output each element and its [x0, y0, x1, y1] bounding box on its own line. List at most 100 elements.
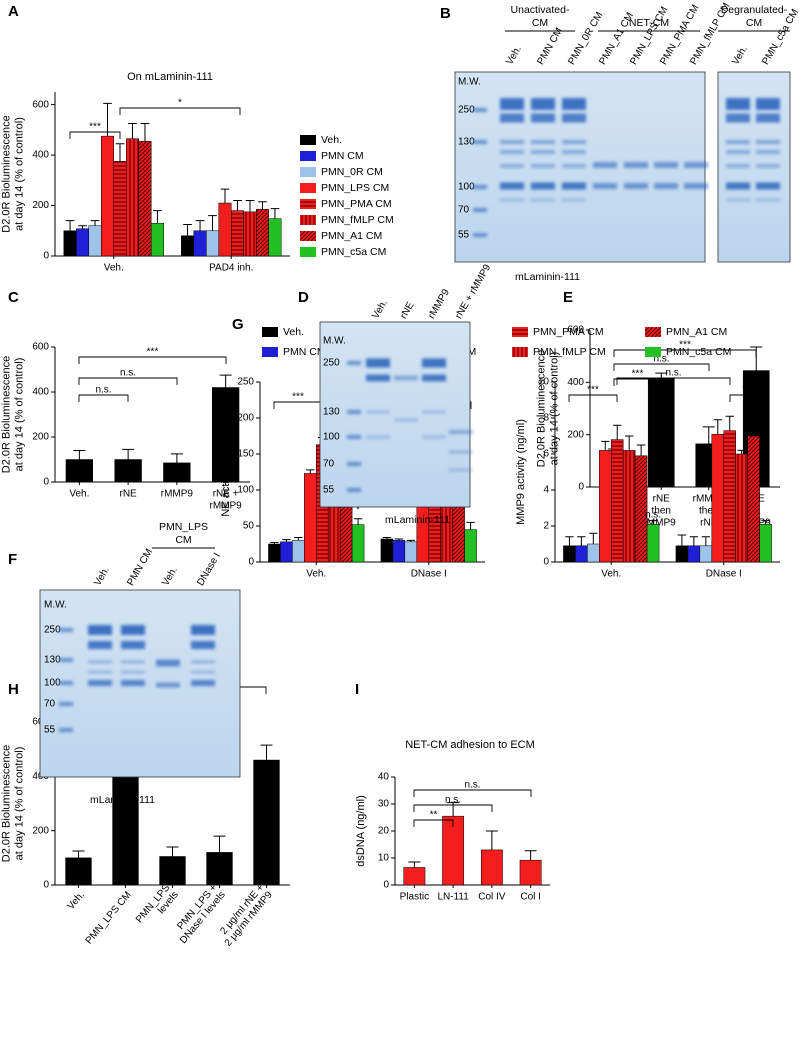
error-bar: [408, 861, 421, 868]
legend-swatch: [262, 327, 278, 337]
bar: [101, 135, 114, 257]
error-bar: [689, 536, 699, 546]
y-tick-label: 2: [543, 521, 549, 532]
lane-label: Veh.: [370, 298, 390, 321]
bar: [403, 867, 426, 886]
marker-label: 70: [44, 699, 56, 710]
gel-band: [562, 150, 586, 154]
marker-label: 55: [458, 230, 470, 241]
significance-bracket: [613, 378, 662, 386]
error-bar: [737, 449, 746, 454]
bar: [206, 852, 233, 886]
gel-band: [366, 410, 390, 414]
x-tick-label-group: PMN_LPS +DNase I levels: [175, 882, 227, 946]
marker-label: 100: [44, 678, 61, 689]
lane-label: DNase I: [195, 551, 223, 588]
error-bar: [466, 521, 475, 530]
gel-band: [422, 358, 446, 368]
ladder-band: [347, 488, 361, 492]
x-tick-label: DNase I: [706, 569, 742, 580]
panel-letter: B: [440, 5, 451, 22]
gel-band: [562, 164, 586, 168]
gel-band: [422, 410, 446, 414]
y-axis-label: D2.0R Bioluminescence: [0, 745, 12, 862]
ladder-band: [59, 681, 73, 685]
gel-header: CM: [532, 17, 548, 29]
ladder-band: [347, 410, 361, 414]
marker-label: 130: [323, 407, 340, 418]
x-tick-label: MMP9: [647, 518, 676, 529]
ladder-band: [473, 140, 487, 144]
y-tick-label: 4: [543, 485, 549, 496]
ladder-band: [347, 462, 361, 466]
error-bar: [725, 415, 734, 431]
bar: [193, 230, 207, 257]
bar: [575, 545, 588, 563]
ladder-band: [59, 728, 73, 732]
error-bar: [220, 188, 230, 204]
lane-label: Veh.: [92, 565, 112, 588]
legend-label: PMN_PMA CM: [533, 326, 604, 338]
gel-band: [366, 358, 390, 368]
error-bar: [577, 536, 586, 546]
marker-label: M.W.: [44, 600, 67, 611]
error-bar: [353, 518, 363, 525]
bar: [647, 378, 675, 488]
significance-label: ***: [742, 385, 754, 396]
bar: [622, 450, 636, 563]
gel-band: [500, 182, 524, 190]
x-tick-label: rNE: [120, 489, 138, 500]
gel-band: [756, 113, 780, 123]
error-bar: [589, 532, 598, 544]
error-bar: [294, 537, 303, 541]
lane-label: rMMP9: [426, 287, 452, 321]
gel-band: [624, 183, 648, 189]
significance-label: n.s.: [464, 780, 480, 791]
gel-band: [684, 162, 708, 168]
y-axis-label: D2.0R Bioluminescence: [0, 115, 12, 232]
gel-band: [654, 162, 678, 168]
significance-label: ***: [632, 369, 644, 380]
y-tick-label: 0: [43, 477, 49, 488]
bar: [114, 459, 142, 483]
legend-label: PMN_fMLP CM: [533, 346, 606, 358]
y-tick-label: 0: [43, 251, 49, 262]
gel-band: [191, 641, 215, 649]
error-bar: [72, 850, 85, 858]
x-tick-label: rMMP9: [693, 494, 726, 505]
y-tick-label: 150: [237, 449, 254, 460]
significance-bracket: [69, 131, 121, 139]
bar: [150, 222, 164, 257]
y-tick-label: 0: [43, 880, 49, 891]
marker-label: 100: [458, 182, 475, 193]
x-tick-label-group: 2 μg/ml rNE +2 μg/ml rMMP9: [218, 882, 275, 948]
x-tick-label: Col I: [520, 892, 541, 903]
legend-swatch: [300, 215, 316, 225]
x-tick-label: LN-111: [437, 892, 469, 903]
bar: [292, 540, 305, 563]
marker-label: 250: [44, 625, 61, 636]
marker-label: 70: [458, 205, 470, 216]
bar: [63, 230, 77, 257]
gel-band: [531, 150, 555, 154]
bar: [587, 543, 600, 563]
x-tick-label: DNase I: [411, 569, 447, 580]
bar: [159, 856, 186, 886]
gel-header: NET-CM: [629, 17, 669, 29]
ladder-band: [473, 185, 487, 189]
gel-band: [121, 680, 145, 686]
y-axis-label: at day 14 (% of control): [548, 352, 560, 466]
y-tick-label: 200: [32, 200, 49, 211]
bar: [243, 211, 257, 257]
gel-band: [726, 198, 750, 202]
gel-band: [562, 198, 586, 202]
gel-caption: mLaminin-111: [90, 794, 155, 806]
bar: [113, 161, 127, 257]
error-bar: [245, 199, 255, 212]
y-tick-label: 400: [567, 377, 584, 388]
panel-letter: A: [8, 3, 19, 20]
legend-swatch: [645, 327, 661, 337]
y-tick-label: 200: [32, 825, 49, 836]
bar: [735, 453, 748, 563]
